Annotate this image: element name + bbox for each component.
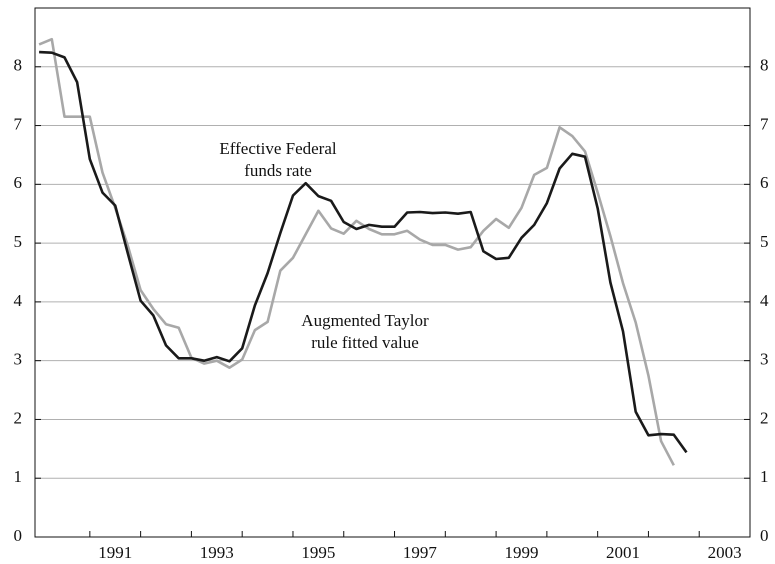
y2-tick-label: 4: [760, 291, 769, 310]
y2-tick-label: 7: [760, 114, 769, 133]
line-series: [39, 50, 688, 454]
y-tick-label: 6: [14, 173, 23, 192]
plot-frame: [34, 7, 751, 538]
x-tick-label: 1991: [98, 543, 132, 562]
x-tick-label: 1993: [200, 543, 234, 562]
y-tick-label: 4: [14, 291, 23, 310]
y-tick-label: 0: [14, 526, 23, 545]
y2-tick-label: 3: [760, 350, 769, 369]
annotation: Effective Federal: [219, 139, 336, 158]
y-tick-label: 3: [14, 350, 23, 369]
y2-tick-label: 1: [760, 467, 769, 486]
x-tick-label: 1997: [403, 543, 438, 562]
annotation: funds rate: [244, 161, 312, 180]
annotation: rule fitted value: [311, 333, 419, 352]
y2-tick-label: 6: [760, 173, 769, 192]
y-tick-label: 7: [14, 114, 23, 133]
y2-tick-label: 8: [760, 56, 769, 75]
x-tick-label: 2001: [606, 543, 640, 562]
x-tick-label: 1995: [301, 543, 335, 562]
line-series: [38, 37, 675, 466]
x-tick-label: 2003: [708, 543, 742, 562]
annotation: Augmented Taylor: [301, 311, 429, 330]
y2-tick-label: 5: [760, 232, 769, 251]
y-tick-label: 8: [14, 56, 23, 75]
y-tick-label: 1: [14, 467, 23, 486]
x-tick-label: 1999: [504, 543, 538, 562]
y2-tick-label: 0: [760, 526, 769, 545]
y2-tick-label: 2: [760, 408, 769, 427]
y-tick-label: 2: [14, 408, 23, 427]
y-tick-label: 5: [14, 232, 23, 251]
